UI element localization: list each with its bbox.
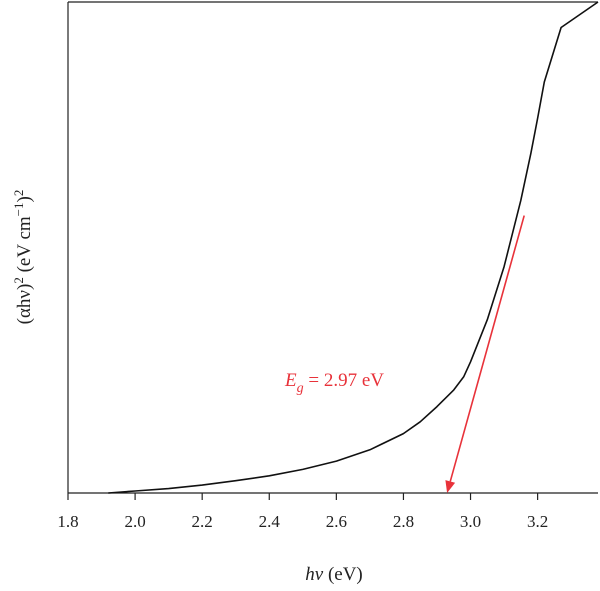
x-tick-label: 2.8 <box>393 512 414 531</box>
x-tick-label: 2.6 <box>326 512 347 531</box>
x-tick-label: 2.4 <box>259 512 281 531</box>
curve-layer <box>108 1 599 494</box>
x-ticks: 1.8 2.0 2.2 2.4 2.6 2.8 3.0 3.2 <box>57 493 548 531</box>
x-tick-label: 3.0 <box>460 512 481 531</box>
tangent-line <box>449 215 525 482</box>
x-tick-label: 2.2 <box>192 512 213 531</box>
plot-frame <box>67 1 598 494</box>
absorption-curve <box>108 1 599 494</box>
x-tick-label: 3.2 <box>527 512 548 531</box>
y-axis-title: (αhν)2 (eV cm−1)2 <box>11 190 35 325</box>
x-tick-label: 2.0 <box>124 512 145 531</box>
x-axis-title: hν (eV) <box>305 564 363 585</box>
annotation-layer <box>445 215 525 493</box>
band-gap-label: Eg = 2.97 eV <box>284 370 384 396</box>
tangent-arrowhead <box>445 480 456 493</box>
x-tick-label: 1.8 <box>57 512 78 531</box>
